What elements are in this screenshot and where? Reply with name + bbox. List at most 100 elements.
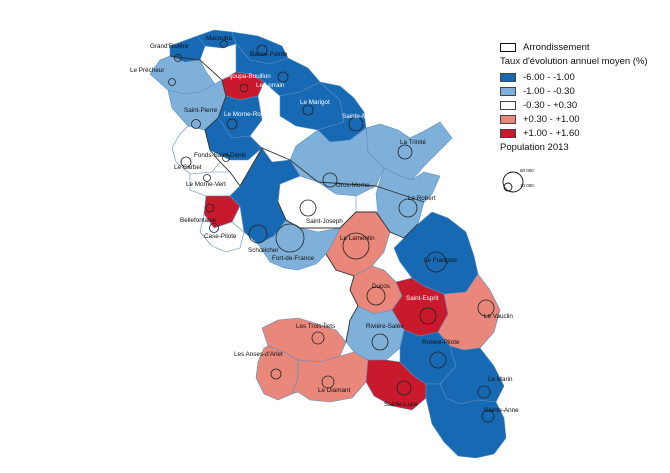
map-legend: Arrondissement Taux d'évolution annuel m… (500, 40, 665, 198)
label-riviere-salee: Rivière-Salée (366, 323, 404, 330)
pop-circle-sainte-marie (348, 116, 364, 132)
commune-le-vauclin (437, 273, 501, 351)
commune-le-diamant (291, 351, 369, 403)
pop-circle-robert (398, 198, 418, 218)
label-anses-darlet: Les Anses-d'Arlet (234, 351, 283, 358)
pop-circle-macouba (220, 40, 228, 48)
legend-class-item: -6.00 - -1.00 (500, 70, 665, 84)
legend-swatch (500, 114, 516, 124)
label-ajoupa-bouillon: L'Ajoupa-Bouillon (222, 73, 271, 80)
label-saint-esprit: Saint-Esprit (406, 295, 439, 302)
legend-swatch (500, 72, 516, 82)
legend-swatch (500, 128, 516, 138)
label-macouba: Macouba (206, 35, 232, 42)
pop-circle-bellefontaine (205, 203, 215, 213)
pop-circle-saint-esprit (419, 307, 437, 325)
legend-class-item: -1.00 - -0.30 (500, 84, 665, 98)
label-la-trinite: La Trinité (400, 139, 426, 146)
pop-circle-ajoupa (239, 83, 249, 93)
label-basse-pointe: Basse-Pointe (250, 51, 288, 58)
label-fort-de-france: Fort-de-France (272, 255, 314, 262)
pop-circle-sainte-anne (481, 409, 495, 423)
commune-sainte-anne (425, 383, 507, 459)
commune-le-precheur (149, 55, 216, 95)
pop-circle-carbet (180, 156, 192, 168)
legend-circle-large (502, 171, 524, 193)
pop-circle-fort-de-france (275, 223, 305, 253)
pop-circle-riviere-pilote (429, 351, 447, 369)
label-le-lorrain: Le Lorrain (256, 82, 285, 89)
legend-swatch (500, 100, 516, 110)
pop-circle-trinite (397, 144, 413, 160)
legend-circle-small (503, 182, 513, 192)
label-le-diamant: Le Diamant (318, 387, 350, 394)
label-sainte-luce: Sainte-Luce (384, 401, 418, 408)
population-circles (168, 40, 495, 423)
label-morne-rouge: Le Morne-Rouge (224, 111, 272, 118)
label-bellefontaine: Bellefontaine (180, 217, 217, 224)
arrondissement-boundaries (169, 55, 425, 343)
legend-population-title: Population 2013 (500, 142, 569, 153)
label-sainte-marie: Sainte-Marie (342, 113, 378, 120)
legend-class-label: -6.00 - -1.00 (523, 71, 575, 83)
label-grand-riviere: Grand'Rivière (150, 43, 189, 50)
pop-circle-sainte-luce (396, 380, 412, 396)
pop-circle-riviere-salee (371, 333, 389, 351)
label-le-francois: Le François (424, 257, 457, 264)
pop-circle-trois-ilets (311, 331, 325, 345)
label-saint-joseph: Saint-Joseph (306, 218, 343, 225)
legend-classes: -6.00 - -1.00 -1.00 - -0.30 -0.30 - +0.3… (500, 70, 665, 140)
label-sainte-anne: Sainte-Anne (484, 407, 519, 414)
label-saint-pierre: Saint-Pierre (184, 107, 218, 114)
label-gros-morne: Gros-Morne (336, 182, 370, 189)
pop-circle-fonds-saint-denis (222, 154, 230, 162)
legend-class-item: +1.00 - +1.60 (500, 126, 665, 140)
pop-circle-gros-morne (322, 172, 338, 188)
pop-circle-marigot (302, 104, 314, 116)
legend-class-item: +0.30 - +1.00 (500, 112, 665, 126)
legend-population-symbols: 60 000 10 000 (500, 158, 665, 198)
label-le-lamentin: Le Lamentin (340, 235, 375, 242)
label-le-morne-vert: Le Morne-Vert (186, 181, 226, 188)
pop-circle-francois (425, 251, 447, 273)
legend-pop-value-small: 10 000 (520, 183, 534, 188)
label-le-carbet: Le Carbet (174, 164, 202, 171)
legend-arrondissement: Arrondissement (500, 40, 665, 54)
pop-circle-lorrain (277, 71, 289, 83)
commune-case-pilote (199, 213, 245, 253)
pop-circle-saint-pierre (191, 119, 201, 129)
legend-swatch (500, 86, 516, 96)
pop-circle-lamentin (342, 232, 370, 260)
legend-arrondissement-swatch (500, 42, 516, 52)
pop-circle-marin (477, 385, 491, 399)
pop-circle-morne-vert (203, 174, 211, 182)
pop-circle-precheur (168, 78, 176, 86)
label-trois-ilets: Les Trois-Îlets (296, 321, 335, 330)
label-le-robert: Le Robert (408, 195, 436, 202)
pop-circle-vauclin (477, 299, 495, 317)
pop-circle-diamant (321, 375, 335, 389)
legend-class-label: -1.00 - -0.30 (523, 85, 575, 97)
legend-class-item: -0.30 - +0.30 (500, 98, 665, 112)
pop-circle-saint-joseph (299, 199, 317, 217)
legend-class-label: -0.30 - +0.30 (523, 99, 578, 111)
legend-class-label: +1.00 - +1.60 (523, 127, 580, 139)
label-fonds-saint-denis: Fonds-Saint-Denis (194, 152, 246, 159)
pop-circle-morne-rouge (226, 118, 238, 130)
legend-class-label: +0.30 - +1.00 (523, 113, 580, 125)
pop-circle-grand-riviere (174, 54, 182, 62)
label-case-pilote: Case-Pilote (204, 233, 237, 240)
legend-population-circles (502, 171, 524, 193)
label-schoelcher: Schœlcher (248, 247, 278, 254)
label-le-marigot: Le Marigot (300, 99, 330, 106)
pop-circle-schoelcher (248, 224, 268, 244)
legend-pop-value-large: 60 000 (520, 168, 534, 173)
legend-rate-title: Taux d'évolution annuel moyen (%) (500, 56, 648, 67)
label-le-precheur: Le Prêcheur (130, 67, 164, 74)
pop-circle-basse-pointe (256, 44, 268, 56)
pop-circle-anses-darlet (270, 368, 282, 380)
legend-arrondissement-label: Arrondissement (523, 41, 590, 53)
pop-circle-case-pilote (209, 223, 219, 233)
label-le-vauclin: Le Vauclin (484, 313, 513, 320)
